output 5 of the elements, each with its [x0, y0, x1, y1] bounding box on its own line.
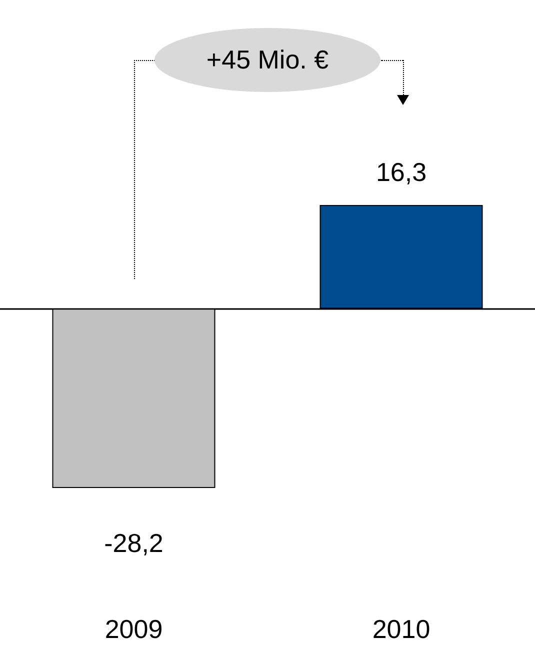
text: +45 Mio. € [206, 44, 329, 76]
x-tick-label: 2009 [104, 614, 163, 644]
x-tick-label: 2010 [372, 614, 430, 644]
data-label: -28,2 [104, 528, 164, 558]
data-label: 16,3 [376, 157, 427, 187]
